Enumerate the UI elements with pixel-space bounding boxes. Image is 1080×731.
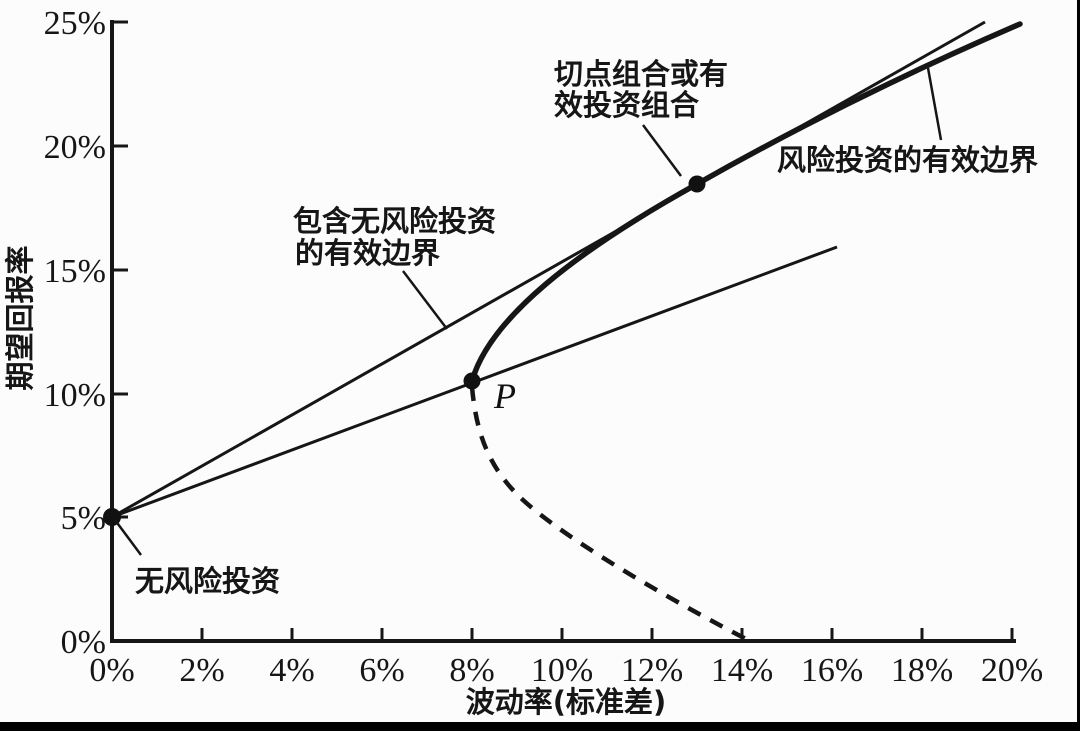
cal-callout-line: [402, 270, 448, 330]
inefficient-frontier-dashed-curve: [469, 386, 748, 641]
tangency-callout-line: [641, 124, 683, 177]
y-axis-title: 期望回报率: [3, 245, 37, 390]
x-tick-2: 2%: [179, 652, 224, 689]
axes: [110, 20, 1016, 643]
risk-free-callout-line: [113, 519, 143, 556]
risk-free-label: 无风险投资: [135, 564, 280, 598]
annotation-labels: 切点组合或有 效投资组合 风险投资的有效边界 包含无风险投资 的有效边界 无风险…: [135, 57, 1038, 598]
x-tick-16: 16%: [801, 652, 863, 689]
y-tick-10: 10%: [44, 377, 106, 414]
cal-line: [111, 20, 986, 519]
y-tick-25: 25%: [44, 5, 106, 42]
x-tick-6: 6%: [359, 652, 404, 689]
x-tick-0: 0%: [89, 652, 134, 689]
x-axis-tick-labels: 0% 2% 4% 6% 8% 10% 12% 14% 16% 18% 20%: [89, 652, 1043, 689]
x-tick-14: 14%: [711, 652, 773, 689]
p-point-label: P: [493, 376, 516, 416]
y-tick-0: 0%: [61, 624, 106, 661]
bottom-border-bar: [0, 722, 1080, 731]
cal-label-line1: 包含无风险投资: [293, 204, 496, 238]
x-tick-12: 12%: [621, 652, 683, 689]
x-axis-title: 波动率(标准差): [466, 685, 667, 719]
tangency-label-line1: 切点组合或有: [554, 57, 728, 91]
x-tick-20: 20%: [981, 652, 1043, 689]
right-border-bar: [1077, 0, 1080, 731]
callout-lines: [113, 67, 943, 556]
y-tick-15: 15%: [44, 253, 106, 290]
risky-frontier-callout-line: [926, 67, 943, 141]
x-tick-10: 10%: [531, 652, 593, 689]
x-tick-18: 18%: [891, 652, 953, 689]
x-tick-4: 4%: [269, 652, 314, 689]
cal-label-line2: 的有效边界: [295, 236, 440, 270]
y-tick-5: 5%: [61, 500, 106, 537]
tangency-label-line2: 效投资组合: [554, 88, 699, 122]
risky-frontier-label: 风险投资的有效边界: [777, 143, 1038, 177]
y-tick-20: 20%: [44, 129, 106, 166]
x-tick-8: 8%: [449, 652, 494, 689]
p-point: [463, 372, 481, 390]
tangency-point: [688, 175, 706, 193]
y-axis-tick-labels: 25% 20% 15% 10% 5% 0%: [44, 5, 106, 661]
